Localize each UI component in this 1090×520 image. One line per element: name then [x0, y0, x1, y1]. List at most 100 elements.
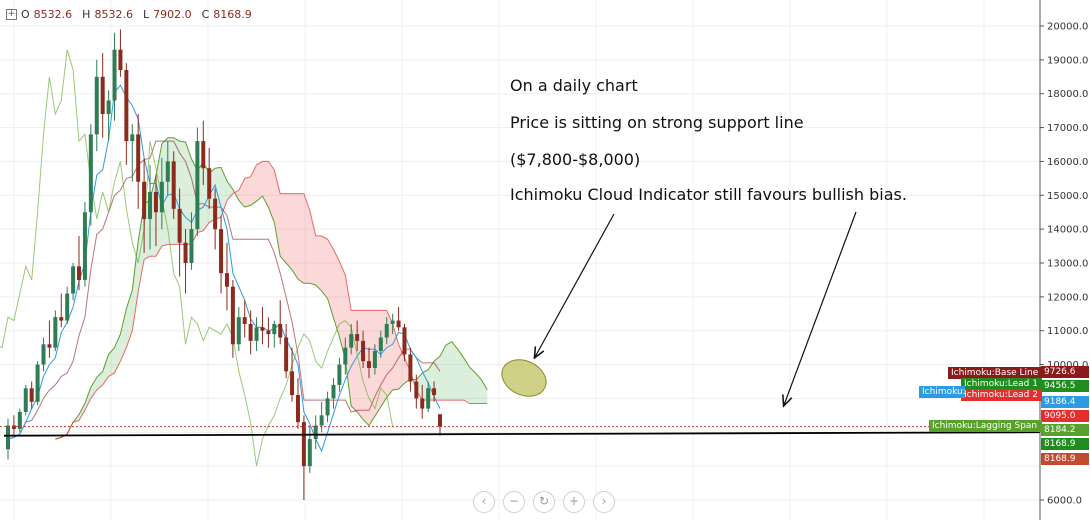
candle-body [41, 344, 46, 365]
expand-icon[interactable]: + [6, 9, 17, 20]
candle-body [224, 273, 229, 287]
candle-body [325, 398, 330, 416]
axis-tick-label: 6000.0 [1047, 496, 1082, 507]
annotation-line-3: ($7,800-$8,000) [510, 150, 641, 169]
candle-body [142, 181, 147, 219]
axis-tick-label: 18000.0 [1047, 89, 1088, 100]
cloud-segment [333, 249, 340, 337]
ichimoku-cloud [55, 137, 488, 440]
cloud-segment [155, 143, 162, 257]
cloud-segment [256, 161, 263, 202]
annotation-line-2: Price is sitting on strong support line [510, 113, 804, 132]
cloud-segment [416, 373, 423, 401]
axis-tick-label: 12000.0 [1047, 292, 1088, 303]
candle-body [408, 354, 413, 382]
lagging-span-line [0, 49, 394, 467]
candle-body [266, 330, 271, 335]
candle-body [189, 229, 194, 263]
axis-tick-label: 13000.0 [1047, 259, 1088, 270]
cloud-segment [315, 235, 322, 291]
cloud-segment [280, 193, 287, 263]
low-value: 7902.0 [153, 8, 192, 21]
ichimoku-lines [0, 49, 488, 467]
candle-body [420, 398, 425, 409]
candle-body [301, 422, 306, 467]
candle-body [426, 388, 431, 409]
cloud-segment [297, 193, 304, 284]
high-value: 8532.6 [94, 8, 133, 21]
candle-body [59, 317, 64, 321]
zoom-out-button[interactable]: − [503, 491, 525, 513]
candle-body [254, 327, 259, 341]
cloud-segment [345, 274, 352, 407]
annotation-line-4: Ichimoku Cloud Indicator still favours b… [510, 185, 907, 204]
chart-navigation: ‹ − ↻ + › [473, 491, 615, 513]
candle-body [17, 411, 22, 429]
close-value: 8168.9 [213, 8, 252, 21]
support-lines [0, 426, 1041, 437]
candle-body [207, 168, 212, 199]
candle-body [343, 347, 348, 365]
price-tag: 8168.9 [1041, 438, 1089, 450]
candle-body [284, 337, 289, 372]
candle-body [71, 266, 76, 294]
cloud-segment [481, 379, 488, 404]
cloud-segment [368, 310, 375, 426]
price-tag: 8168.9 [1041, 453, 1089, 465]
candle-body [171, 161, 176, 209]
price-tag: 9726.6 [1041, 366, 1089, 378]
candle-body [53, 317, 58, 348]
cloud-segment [286, 193, 293, 270]
candle-body [307, 439, 312, 467]
candle-body [295, 395, 300, 423]
series-label-tag: Ichimoku:Lead 2 [961, 389, 1042, 401]
series-label-tag: Ichimoku: [919, 386, 965, 398]
candle-body [236, 317, 241, 345]
zoom-in-button[interactable]: + [563, 491, 585, 513]
candle-body [349, 334, 354, 348]
close-label: C [201, 8, 210, 21]
candle-body [112, 49, 117, 101]
candle-body [331, 384, 336, 399]
candle-body [230, 286, 235, 345]
price-tag: 9456.5 [1041, 380, 1089, 392]
support-line [3, 431, 1041, 437]
reset-button[interactable]: ↻ [533, 491, 555, 513]
cloud-segment [238, 178, 245, 208]
candle-body [219, 229, 224, 274]
candle-body [242, 317, 247, 324]
high-label: H [82, 8, 91, 21]
cloud-segment [108, 347, 115, 377]
cloud-segment [132, 240, 139, 331]
annotation-shapes [501, 211, 857, 405]
axis-tick-label: 17000.0 [1047, 123, 1088, 134]
candle-body [390, 320, 395, 324]
candle-body [77, 266, 82, 280]
candle-body [165, 161, 170, 182]
candle-body [177, 208, 182, 243]
candle-body [100, 76, 105, 115]
candle-body [183, 242, 188, 263]
candle-body [136, 134, 141, 182]
cloud-segment [274, 169, 281, 257]
candle-body [438, 414, 442, 427]
cloud-segment [327, 239, 334, 319]
candle-body [195, 141, 200, 230]
cloud-segment [268, 161, 275, 223]
candle-body [396, 320, 401, 328]
candle-body [414, 381, 419, 399]
open-label: O [21, 8, 30, 21]
scroll-left-button[interactable]: ‹ [473, 491, 495, 513]
candle-body [130, 134, 135, 142]
cloud-segment [244, 176, 251, 208]
price-tag: 8184.2 [1041, 424, 1089, 436]
low-label: L [142, 8, 150, 21]
candle-body [88, 134, 93, 213]
candle-body [153, 191, 158, 213]
candle-body [378, 337, 383, 352]
scroll-right-button[interactable]: › [593, 491, 615, 513]
candle-body [106, 100, 111, 115]
candle-body [35, 364, 40, 402]
